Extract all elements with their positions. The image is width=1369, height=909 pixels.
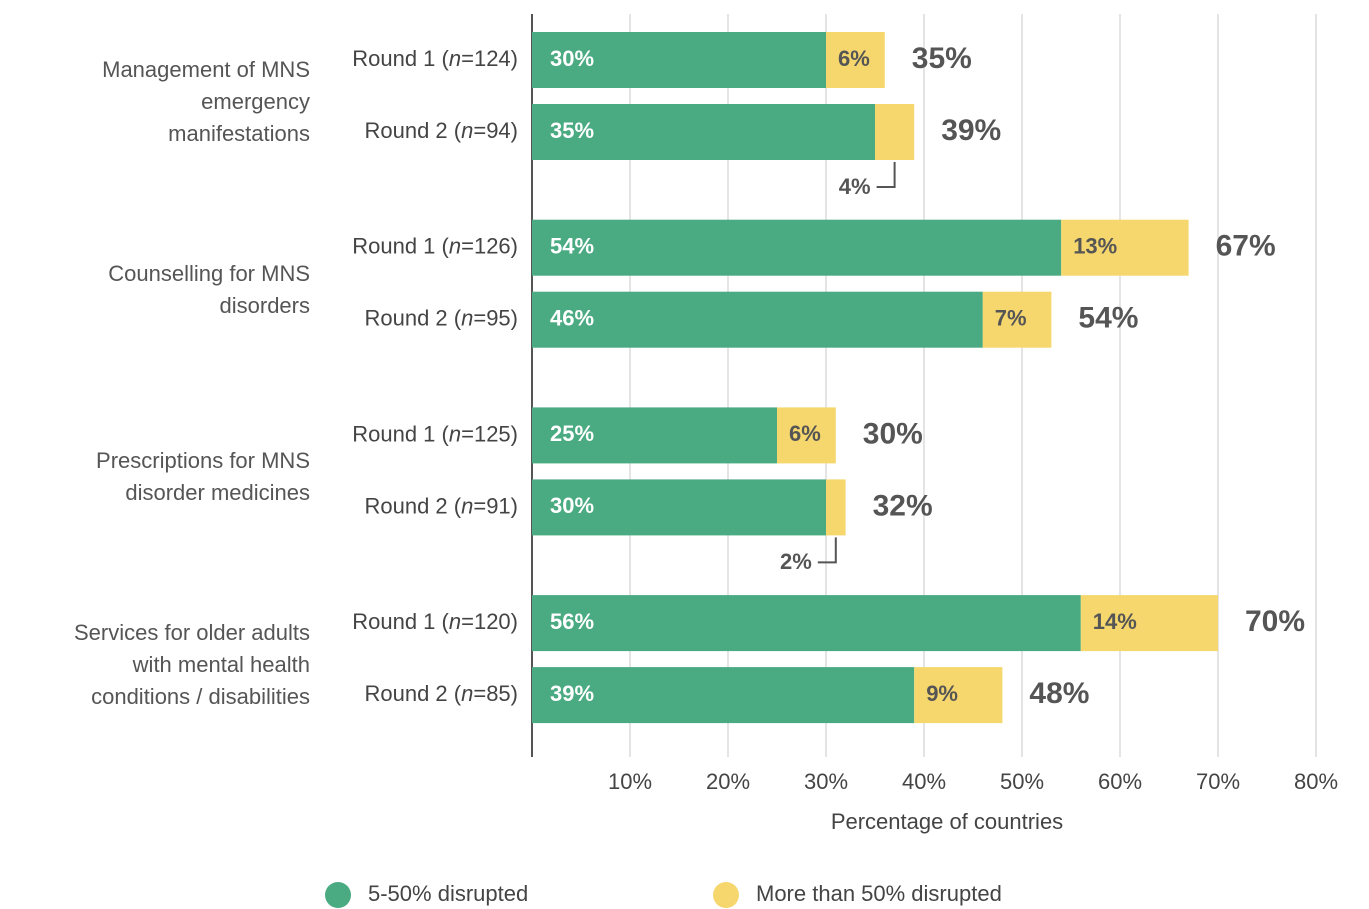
bar-segment (532, 479, 826, 536)
bar-segment (1080, 595, 1218, 652)
group-label: Services for older adults with mental he… (74, 620, 310, 710)
bar-segment (777, 407, 836, 464)
callout-line (817, 537, 837, 564)
bar-value-label: 39% (550, 681, 594, 706)
total-label: 39% (941, 114, 1001, 147)
x-tick-label: 20% (706, 769, 750, 794)
legend-label: More than 50% disrupted (756, 881, 1002, 906)
bar-value-label: 9% (926, 681, 958, 706)
bar-value-label: 14% (1093, 609, 1137, 634)
row-label: Round 2 (n=95) (364, 306, 518, 331)
total-label: 35% (912, 42, 972, 75)
x-tick-label: 40% (902, 769, 946, 794)
bar-value-label: 2% (780, 549, 812, 574)
x-tick-label: 70% (1196, 769, 1240, 794)
row-label: Round 2 (n=91) (364, 493, 518, 518)
bar-value-label: 6% (789, 421, 821, 446)
group-label: Prescriptions for MNS disorder medicines (96, 448, 310, 506)
x-tick-label: 80% (1294, 769, 1338, 794)
bar-segment (532, 32, 826, 88)
bar-value-label: 6% (838, 46, 870, 71)
bar-value-label: 13% (1073, 234, 1117, 259)
bar-segment (826, 479, 846, 536)
x-tick-label: 50% (1000, 769, 1044, 794)
bar-value-label: 46% (550, 306, 594, 331)
group-label: Counselling for MNS disorders (108, 260, 310, 318)
total-label: 48% (1029, 677, 1089, 710)
x-tick-label: 30% (804, 769, 848, 794)
row-label: Round 1 (n=126) (352, 234, 518, 259)
bar-segment (532, 667, 915, 724)
row-label: Round 2 (n=85) (364, 681, 518, 706)
bar-value-label: 56% (550, 609, 594, 634)
row-label: Round 1 (n=125) (352, 421, 518, 446)
callout-line (876, 162, 896, 188)
bar-value-label: 35% (550, 118, 594, 143)
total-label: 30% (863, 417, 923, 450)
bar-segment (532, 595, 1081, 652)
bar-segment (532, 104, 875, 160)
row-label: Round 2 (n=94) (364, 118, 518, 143)
bar-value-label: 25% (550, 421, 594, 446)
row-label: Round 1 (n=124) (352, 46, 518, 71)
bar-segment (532, 219, 1062, 276)
bar-value-label: 30% (550, 46, 594, 71)
total-label: 70% (1245, 605, 1305, 638)
bar-segment (826, 32, 885, 88)
legend-swatch (325, 882, 351, 908)
bar-segment (914, 667, 1003, 724)
bar-segment (982, 291, 1052, 348)
bar-segment (532, 291, 983, 348)
bar-value-label: 4% (839, 174, 871, 199)
x-tick-label: 10% (608, 769, 652, 794)
bar-segment (875, 104, 915, 160)
bar-value-label: 7% (995, 306, 1027, 331)
bar-segment (1061, 219, 1189, 276)
bar-value-label: 54% (550, 234, 594, 259)
row-label: Round 1 (n=120) (352, 609, 518, 634)
bar-segment (532, 407, 777, 464)
bar-value-label: 30% (550, 493, 594, 518)
total-label: 54% (1078, 302, 1138, 335)
legend-swatch (713, 882, 739, 908)
x-tick-label: 60% (1098, 769, 1142, 794)
x-axis-label: Percentage of countries (831, 809, 1063, 834)
total-label: 32% (873, 489, 933, 522)
group-label: Management of MNS emergency manifestatio… (102, 57, 310, 146)
legend-label: 5-50% disrupted (368, 881, 528, 906)
total-label: 67% (1216, 230, 1276, 263)
